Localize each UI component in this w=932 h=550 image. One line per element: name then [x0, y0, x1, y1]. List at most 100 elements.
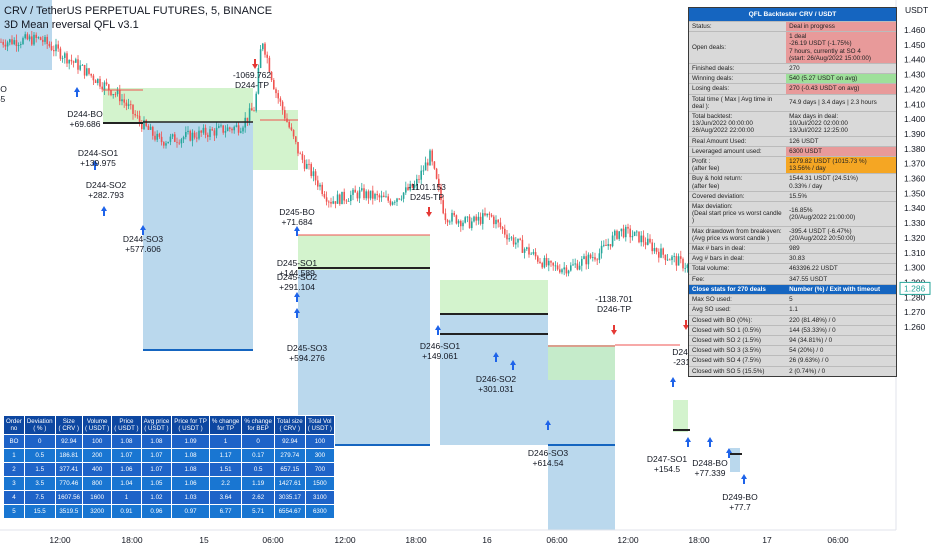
- candle-body: [653, 248, 656, 252]
- candle-body: [110, 90, 112, 96]
- backtester-key: Total volume:: [689, 263, 787, 275]
- candle-body: [473, 216, 475, 222]
- candle-body: [187, 130, 189, 132]
- candle-body: [4, 44, 7, 47]
- indicator-name[interactable]: 3D Mean reversal QFL v3.1: [4, 19, 139, 31]
- candle-body: [61, 57, 64, 59]
- candle-body: [611, 235, 614, 247]
- close-stats-row: Closed with SO 4 (7.5%) 26 (9.63%) / 0: [689, 355, 896, 367]
- price-tick: 1.430: [904, 70, 926, 80]
- candle-body: [565, 267, 568, 274]
- backtester-value: 126 USDT: [786, 135, 896, 147]
- close-stats-value: 2 (0.74%) / 0: [786, 365, 896, 376]
- orders-cell: 15.5: [23, 504, 56, 519]
- candle-body: [121, 99, 123, 102]
- candle-body: [671, 256, 673, 261]
- candle-body: [666, 259, 669, 261]
- candle-body: [53, 50, 55, 52]
- tp-zone: [673, 400, 688, 432]
- candle-body: [460, 220, 462, 227]
- trade-annotation: D246-SO1 +149.061: [420, 341, 460, 361]
- tp-zone: [298, 235, 430, 270]
- orders-cell: 100: [304, 434, 336, 449]
- orders-cell: 186.81: [54, 448, 84, 463]
- orders-cell: 770.46: [54, 476, 84, 491]
- candle-body: [471, 221, 473, 229]
- tp-arrow: [611, 325, 617, 335]
- backtester-row: Total volume: 463396.22 USDT: [689, 263, 896, 275]
- candle-body: [312, 171, 315, 177]
- candle-body: [572, 264, 574, 266]
- candle-body: [2, 41, 4, 45]
- candle-body: [167, 141, 169, 144]
- candle-body: [141, 122, 143, 130]
- candle-body: [521, 239, 524, 253]
- trade-annotation: D248-BO +77.339: [692, 458, 728, 478]
- orders-cell: 279.74: [273, 448, 306, 463]
- orders-header-cell: % change for TP: [208, 415, 243, 435]
- candle-body: [6, 42, 9, 47]
- candle-body: [147, 125, 150, 130]
- orders-cell: 1.09: [171, 434, 210, 449]
- candle-body: [682, 258, 684, 269]
- candle-body: [323, 194, 326, 198]
- candle-body: [618, 231, 620, 239]
- trade-annotation: D249-BO +77.7: [722, 492, 758, 512]
- price-tick: 1.440: [904, 55, 926, 65]
- candle-body: [350, 194, 352, 202]
- candle-body: [631, 235, 634, 238]
- close-stats-key: Closed with SO 3 (3.5%): [689, 345, 787, 356]
- candle-body: [209, 129, 211, 137]
- candle-body: [273, 80, 275, 90]
- candle-body: [185, 131, 187, 138]
- orders-row: 1 0.5 186.81 200 1.07 1.07 1.08 1.17 0.17 279.74 3…: [3, 448, 336, 463]
- candle-body: [31, 36, 33, 45]
- orders-cell: 5: [3, 504, 25, 519]
- candle-body: [669, 259, 671, 261]
- buy-arrow: [294, 308, 300, 318]
- candle-body: [424, 162, 427, 171]
- candle-body: [453, 212, 455, 216]
- backtester-key: Winning deals:: [689, 73, 787, 84]
- time-tick: 18:00: [688, 535, 710, 545]
- buy-arrow: [435, 325, 441, 335]
- backtester-row: Buy & hold return: (after fee) 1544.31 US…: [689, 173, 896, 192]
- candle-body: [570, 265, 572, 271]
- candle-body: [108, 84, 110, 91]
- time-tick: 06:00: [827, 535, 849, 545]
- candle-body: [640, 235, 642, 243]
- candle-body: [101, 86, 103, 90]
- close-stats-value: 94 (34.81%) / 0: [786, 334, 896, 346]
- backtester-value: -395.4 USDT (-6.47%) (20/Aug/2022 20:50:…: [786, 225, 896, 244]
- close-stats-key: Closed with SO 4 (7.5%): [689, 355, 787, 367]
- orders-row: 3 3.5 770.46 800 1.04 1.05 1.06 2.2 1.19 1427.61 1…: [3, 476, 336, 491]
- candle-body: [561, 269, 563, 273]
- price-tick: 1.270: [904, 307, 926, 317]
- candle-body: [616, 230, 618, 239]
- candle-body: [391, 202, 394, 205]
- candle-body: [116, 90, 119, 95]
- candle-body: [614, 230, 616, 236]
- candle-body: [81, 64, 84, 66]
- backtester-row: Leveraged amount used: 6300 USDT: [689, 145, 896, 157]
- candle-body: [530, 253, 532, 255]
- candle-body: [343, 191, 345, 201]
- candle-body: [200, 130, 202, 133]
- orders-cell: 1.17: [208, 448, 243, 463]
- candle-body: [317, 180, 319, 187]
- candle-body: [330, 201, 332, 204]
- price-axis[interactable]: USDT 1.460 1.450 1.440 1.430 1.420 1.410 1.400 1…: [899, 5, 931, 332]
- time-axis[interactable]: 12:00 18:00 15 06:00 12:00 18:00 16 06:00 12:00 1…: [49, 535, 849, 545]
- orders-cell: 5.71: [241, 504, 275, 519]
- candle-body: [620, 228, 623, 232]
- close-stats-row: Closed with SO 2 (1.5%) 94 (34.81%) / 0: [689, 334, 896, 346]
- candle-body: [299, 153, 301, 155]
- candle-body: [387, 196, 389, 201]
- candle-body: [325, 197, 328, 202]
- close-stats-columns: Number (%) / Exit with timeout: [786, 283, 896, 295]
- orders-cell: 0.5: [23, 448, 56, 463]
- candle-body: [673, 256, 675, 257]
- candle-body: [649, 238, 651, 243]
- orders-cell: 1.03: [171, 490, 210, 505]
